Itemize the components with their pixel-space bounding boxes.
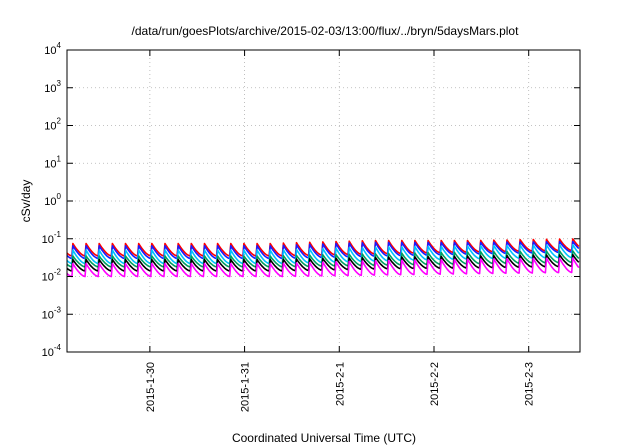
series-group <box>66 238 580 278</box>
y-tick-label: 10-2 <box>42 268 62 284</box>
y-tick-label: 103 <box>44 79 61 95</box>
series-line-2 <box>66 240 580 260</box>
y-axis-title: cSv/day <box>19 180 33 223</box>
x-tick-label: 2015-1-31 <box>240 362 252 412</box>
chart-title: /data/run/goesPlots/archive/2015-02-03/1… <box>132 24 520 38</box>
axis-ticks: 10-4 10-3 10-2 10-1 100 101 102 103 104 2015-1-30… <box>42 41 580 412</box>
x-tick-label: 2015-2-3 <box>524 362 536 406</box>
series-line-3 <box>66 243 580 265</box>
series-line-6 <box>66 257 580 278</box>
x-tick-label: 2015-2-2 <box>429 362 441 406</box>
y-tick-label: 102 <box>44 117 61 133</box>
x-axis-title: Coordinated Universal Time (UTC) <box>232 431 416 445</box>
y-tick-label: 10-4 <box>42 343 62 359</box>
series-line-1 <box>66 238 580 257</box>
x-tick-label: 2015-2-1 <box>334 362 346 406</box>
y-tick-label: 101 <box>44 154 61 170</box>
series-line-4 <box>66 250 580 268</box>
y-tick-label: 100 <box>44 192 61 208</box>
y-tick-label: 10-3 <box>42 305 62 321</box>
y-tick-label: 10-1 <box>42 230 62 246</box>
y-tick-label: 104 <box>44 41 61 57</box>
x-tick-label: 2015-1-30 <box>145 362 157 412</box>
series-line-5 <box>66 253 580 272</box>
grid <box>67 49 580 353</box>
